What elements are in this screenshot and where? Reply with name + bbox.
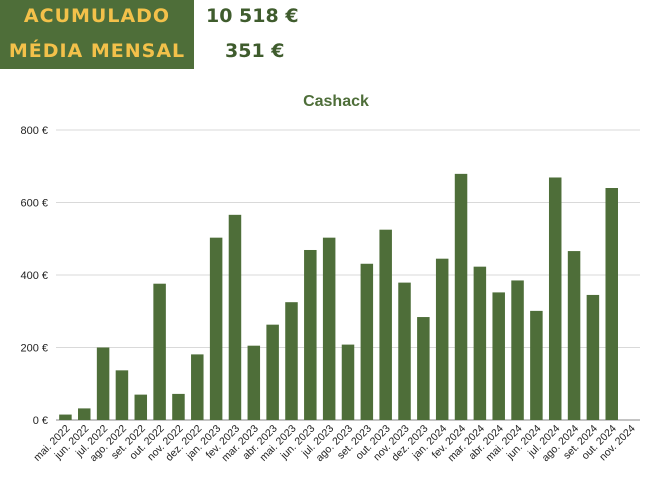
accumulated-value: 10 518 € — [206, 5, 299, 27]
bar — [360, 263, 374, 420]
bar — [209, 237, 223, 420]
bar — [435, 258, 449, 420]
bar — [247, 345, 261, 420]
chart-title: Cashack — [303, 93, 369, 110]
bar — [266, 324, 279, 420]
bar — [322, 237, 336, 420]
bar — [304, 249, 317, 420]
bar — [285, 302, 298, 420]
bar — [153, 283, 166, 420]
monthly-average-label: MÉDIA MENSAL — [8, 40, 186, 62]
bar — [78, 408, 91, 420]
y-tick-label: 200 € — [20, 343, 48, 355]
bar — [59, 414, 72, 420]
bar — [417, 317, 430, 420]
bars — [59, 173, 618, 420]
bar — [228, 214, 242, 420]
bar — [548, 177, 562, 420]
bar — [172, 393, 185, 420]
bar — [473, 266, 487, 420]
monthly-average-value: 351 € — [225, 40, 285, 62]
bar — [605, 188, 618, 420]
y-tick-label: 0 € — [33, 415, 48, 427]
y-tick-label: 600 € — [20, 198, 48, 210]
bar — [530, 310, 543, 420]
summary-label-panel: ACUMULADO MÉDIA MENSAL — [0, 0, 194, 69]
bar — [567, 251, 581, 420]
bar — [191, 354, 204, 420]
bar — [96, 347, 110, 420]
bar — [134, 394, 148, 420]
bar — [586, 294, 600, 420]
bar — [115, 370, 129, 420]
bar — [492, 292, 505, 420]
bar — [511, 280, 524, 420]
bar — [454, 173, 468, 420]
y-tick-label: 400 € — [20, 270, 48, 282]
bar — [379, 229, 392, 420]
y-tick-label: 800 € — [20, 125, 48, 137]
bar — [341, 344, 355, 420]
accumulated-label: ACUMULADO — [23, 5, 171, 27]
y-axis-ticks: 0 € 200 € 400 € 600 € 800 € — [20, 125, 48, 427]
bar — [398, 282, 411, 420]
